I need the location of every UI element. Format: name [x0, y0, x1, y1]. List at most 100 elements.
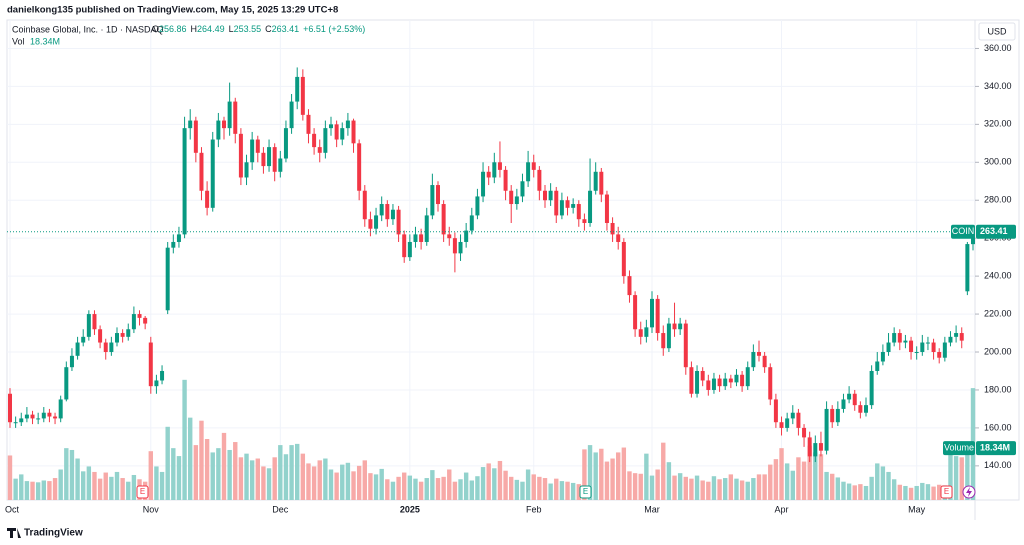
candle-body — [824, 408, 829, 451]
candle-body — [351, 120, 356, 144]
byline: danielkong135 published on TradingView.c… — [7, 5, 338, 16]
volume-bar — [295, 443, 300, 500]
candle-body — [621, 241, 626, 277]
candle-body — [695, 370, 700, 394]
candle-body — [965, 244, 970, 292]
volume-bar — [672, 475, 677, 500]
candle-body — [576, 204, 581, 220]
candle-body — [503, 169, 508, 191]
volume-bar — [182, 379, 187, 500]
volume-bar — [756, 474, 762, 500]
volume-bar — [852, 485, 857, 500]
currency-box[interactable] — [978, 22, 1016, 41]
y-tick-label: 300.00 — [984, 157, 1012, 167]
candle-body — [92, 314, 97, 330]
candle-body — [216, 120, 221, 140]
candle-body — [925, 342, 930, 344]
volume-bar — [965, 454, 970, 500]
candle-body — [486, 171, 491, 178]
candle-body — [283, 128, 288, 159]
candle-body — [176, 234, 181, 242]
volume-bar — [300, 453, 306, 500]
volume-bar — [728, 474, 734, 500]
candle-body — [120, 333, 125, 337]
volume-bar — [875, 463, 880, 500]
candle-body — [768, 367, 773, 400]
volume-bar — [711, 476, 717, 500]
candle-body — [115, 333, 119, 343]
volume-bar — [582, 449, 587, 500]
volume-bar — [402, 472, 407, 500]
volume-bar — [920, 482, 925, 500]
volume-bar — [745, 481, 750, 500]
volume-bar — [64, 448, 69, 500]
volume-bar — [311, 466, 317, 500]
event-label: E — [583, 487, 588, 496]
candle-body — [509, 190, 514, 205]
volume-bar — [238, 457, 244, 500]
candle-body — [734, 374, 739, 383]
candle-body — [385, 204, 390, 220]
y-tick-label: 180.00 — [984, 384, 1012, 394]
y-tick-label: 200.00 — [984, 346, 1012, 356]
volume-bar — [244, 453, 249, 500]
candle-body — [514, 196, 519, 205]
candle-body — [779, 422, 784, 428]
candle-body — [717, 378, 722, 387]
candle-body — [458, 241, 463, 254]
candle-body — [13, 422, 18, 424]
volume-bar — [334, 472, 339, 500]
candle-body — [402, 234, 407, 258]
candle-body — [666, 323, 671, 349]
volume-bar — [373, 474, 379, 500]
volume-bar — [734, 478, 739, 500]
volume-bar — [210, 452, 215, 500]
candle-body — [362, 190, 367, 220]
volume-bar — [317, 460, 322, 500]
candle-body — [520, 181, 525, 197]
volume-bar — [587, 445, 593, 500]
candle-body — [785, 418, 790, 428]
volume-bar — [666, 462, 672, 500]
candle-body — [531, 162, 536, 170]
candle-body — [582, 219, 587, 224]
candle-body — [588, 190, 593, 224]
candle-body — [661, 333, 666, 349]
candle-body — [728, 378, 733, 383]
volume-bar — [599, 448, 604, 500]
candle-body — [790, 412, 795, 419]
volume-bar — [908, 487, 914, 500]
volume-bar — [953, 456, 959, 500]
candle-body — [272, 147, 277, 172]
candle-body — [604, 194, 609, 224]
volume-bar — [368, 473, 373, 500]
candle-body — [492, 162, 497, 178]
volume-bar — [886, 471, 891, 500]
currency[interactable]: USD — [987, 26, 1007, 36]
candle-body — [233, 101, 238, 134]
y-tick-label: 240.00 — [984, 271, 1012, 281]
volume-bar — [24, 481, 30, 500]
candle-body — [959, 333, 964, 341]
x-tick-label: Nov — [143, 504, 160, 514]
price-tag — [976, 224, 1016, 239]
candle-body — [937, 352, 942, 358]
candle-body — [841, 399, 846, 409]
candle-body — [469, 215, 474, 231]
volume-bar — [154, 466, 159, 500]
volume-bar — [835, 477, 841, 500]
volume-bar — [413, 478, 418, 500]
candle-body — [19, 418, 24, 423]
candle-body — [880, 352, 885, 362]
candle-body — [165, 247, 170, 311]
volume-bar — [75, 458, 80, 500]
volume-bar — [283, 454, 289, 500]
volume-bar — [261, 466, 266, 500]
volume-bar — [706, 481, 711, 500]
volume-bar — [570, 482, 576, 500]
candle-body — [441, 204, 446, 235]
volume-bar — [435, 478, 441, 500]
grid: 140.00160.00180.00200.00220.00240.00260.… — [5, 20, 1012, 514]
candle-body — [757, 352, 761, 356]
ohlc-key: L — [229, 24, 234, 34]
